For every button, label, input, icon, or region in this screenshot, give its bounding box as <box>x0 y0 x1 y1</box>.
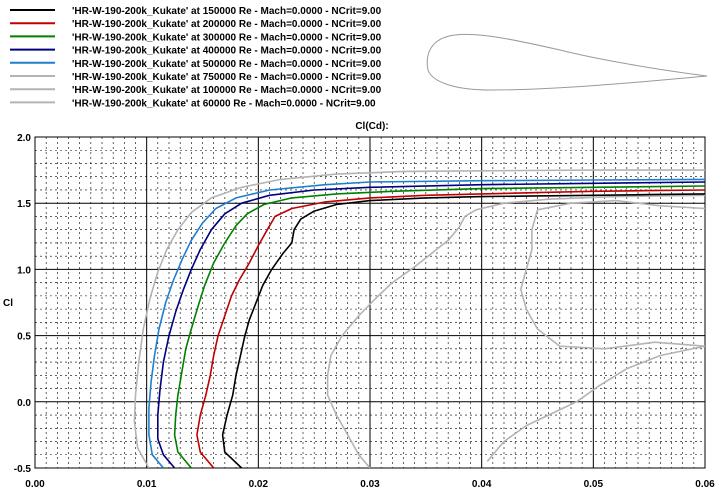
x-tick-label: 0.02 <box>249 479 269 490</box>
legend-label: 'HR-W-190-200k_Kukate' at 100000 Re - Ma… <box>72 85 382 96</box>
y-tick-labels: 2.0 1.5 1.0 0.5 0.0 -0.5 <box>14 133 32 475</box>
airfoil-outline <box>426 33 708 91</box>
x-tick-labels: 0.00 0.01 0.02 0.03 0.04 0.05 0.06 <box>25 479 715 490</box>
series-lines <box>133 169 705 468</box>
series-line-1 <box>196 189 705 468</box>
series-line-7 <box>326 194 705 468</box>
legend-label: 'HR-W-190-200k_Kukate' at 400000 Re - Ma… <box>72 46 382 57</box>
series-line-0 <box>221 193 705 468</box>
legend-label: 'HR-W-190-200k_Kukate' at 300000 Re - Ma… <box>72 32 382 43</box>
y-tick-label: 0.0 <box>17 398 31 409</box>
series-line-6 <box>486 199 705 462</box>
x-tick-label: 0.00 <box>25 479 45 490</box>
plot-area: 0.00 0.01 0.02 0.03 0.04 0.05 0.06 2.0 1.5 1.0 0.5… <box>14 133 715 490</box>
y-tick-label: 0.5 <box>17 332 31 343</box>
y-tick-label: 1.5 <box>17 199 31 210</box>
x-tick-label: 0.01 <box>137 479 157 490</box>
y-tick-label: 1.0 <box>17 265 31 276</box>
series-line-3 <box>157 181 705 468</box>
chart-title: Cl(Cd): <box>355 121 388 132</box>
x-tick-label: 0.04 <box>472 479 492 490</box>
x-tick-label: 0.05 <box>584 479 604 490</box>
legend-label: 'HR-W-190-200k_Kukate' at 60000 Re - Mac… <box>72 98 376 109</box>
airfoil-shape <box>426 33 708 91</box>
series-line-2 <box>173 185 705 468</box>
x-tick-label: 0.06 <box>695 479 715 490</box>
series-line-5 <box>133 169 705 468</box>
legend-label: 'HR-W-190-200k_Kukate' at 750000 Re - Ma… <box>72 72 382 83</box>
y-tick-label: -0.5 <box>14 464 32 475</box>
legend-label: 'HR-W-190-200k_Kukate' at 500000 Re - Ma… <box>72 59 382 70</box>
legend-label: 'HR-W-190-200k_Kukate' at 200000 Re - Ma… <box>72 19 382 30</box>
major-grid <box>35 137 705 468</box>
y-axis-label: Cl <box>3 298 13 309</box>
y-tick-label: 2.0 <box>17 133 31 144</box>
x-tick-label: 0.03 <box>360 479 380 490</box>
series-line-4 <box>148 178 705 468</box>
legend: 'HR-W-190-200k_Kukate' at 150000 Re - Ma… <box>10 6 382 109</box>
legend-label: 'HR-W-190-200k_Kukate' at 150000 Re - Ma… <box>72 6 382 17</box>
